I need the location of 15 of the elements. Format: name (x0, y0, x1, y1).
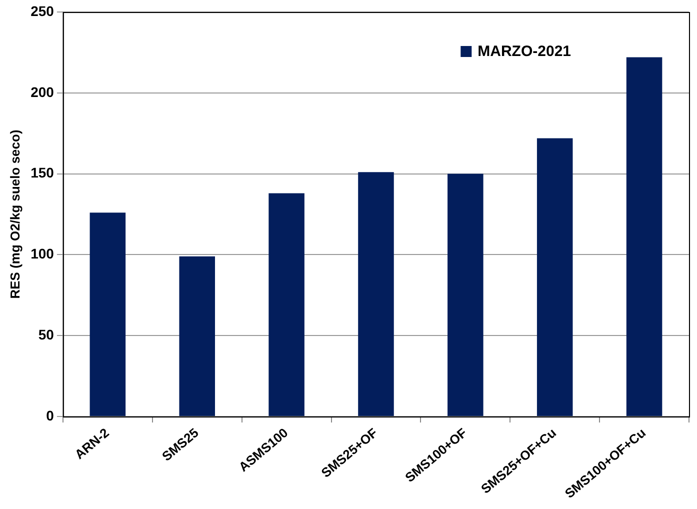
y-tick-label: 200 (30, 84, 54, 100)
y-tick-label: 50 (38, 326, 54, 342)
y-tick-label: 100 (30, 246, 54, 262)
bar (179, 256, 215, 416)
y-axis-title: RES (mg O2/kg suelo seco) (7, 130, 22, 299)
y-tick-label: 0 (46, 407, 54, 424)
y-tick-label: 250 (30, 2, 54, 19)
bar (536, 138, 573, 416)
bar (90, 212, 126, 416)
bar (358, 172, 394, 416)
y-tick-label: 150 (30, 164, 54, 181)
bar (268, 193, 304, 416)
legend-label: MARZO-2021 (478, 43, 572, 60)
bar (626, 57, 662, 416)
bar (448, 174, 484, 416)
